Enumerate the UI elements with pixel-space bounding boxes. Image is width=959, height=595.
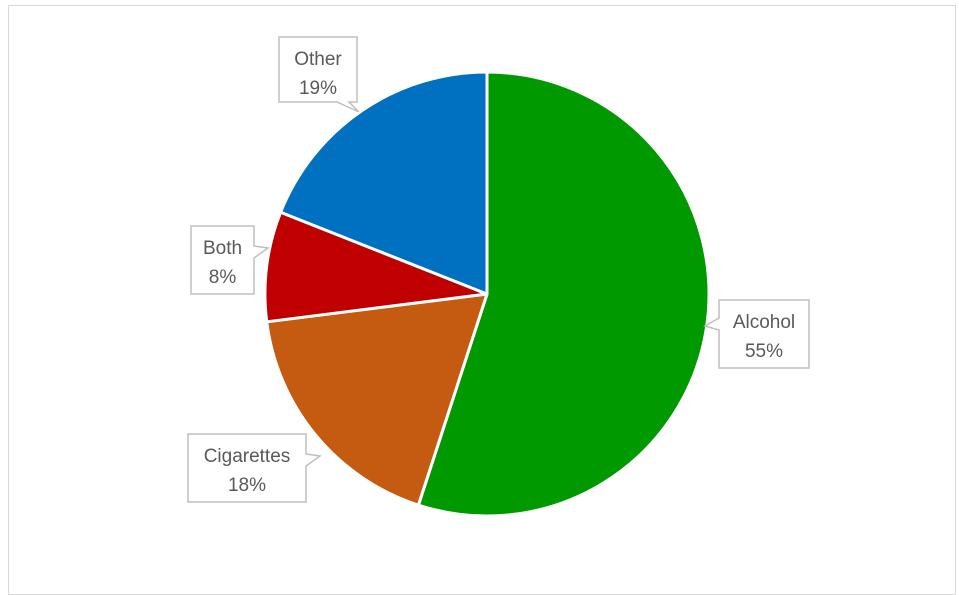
callout-box-both: [190, 225, 270, 295]
label-category-cigarettes: Cigarettes: [204, 446, 291, 467]
label-category-both: Both: [203, 238, 242, 259]
label-value-cigarettes: 18%: [228, 475, 266, 496]
data-label-other: Other 19%: [278, 36, 360, 113]
callout-box-alcohol: [703, 299, 810, 369]
data-label-alcohol: Alcohol 55%: [703, 299, 810, 369]
label-value-alcohol: 55%: [745, 341, 783, 362]
label-value-both: 8%: [209, 267, 237, 288]
pie-chart: Alcohol 55% Cigarettes 18% Both 8% Other 19%: [187, 36, 810, 518]
pie-slice-both: [263, 210, 489, 324]
pie-slice-cigarettes: [265, 292, 489, 507]
pie-slice-alcohol: [416, 70, 711, 518]
label-category-alcohol: Alcohol: [733, 312, 795, 333]
callout-box-cigarettes: [187, 433, 322, 503]
callout-box-other: [278, 36, 360, 113]
pie-slice-other: [279, 70, 489, 296]
label-category-other: Other: [294, 49, 342, 70]
data-label-cigarettes: Cigarettes 18%: [187, 433, 322, 503]
data-label-both: Both 8%: [190, 225, 270, 295]
label-value-other: 19%: [299, 78, 337, 99]
